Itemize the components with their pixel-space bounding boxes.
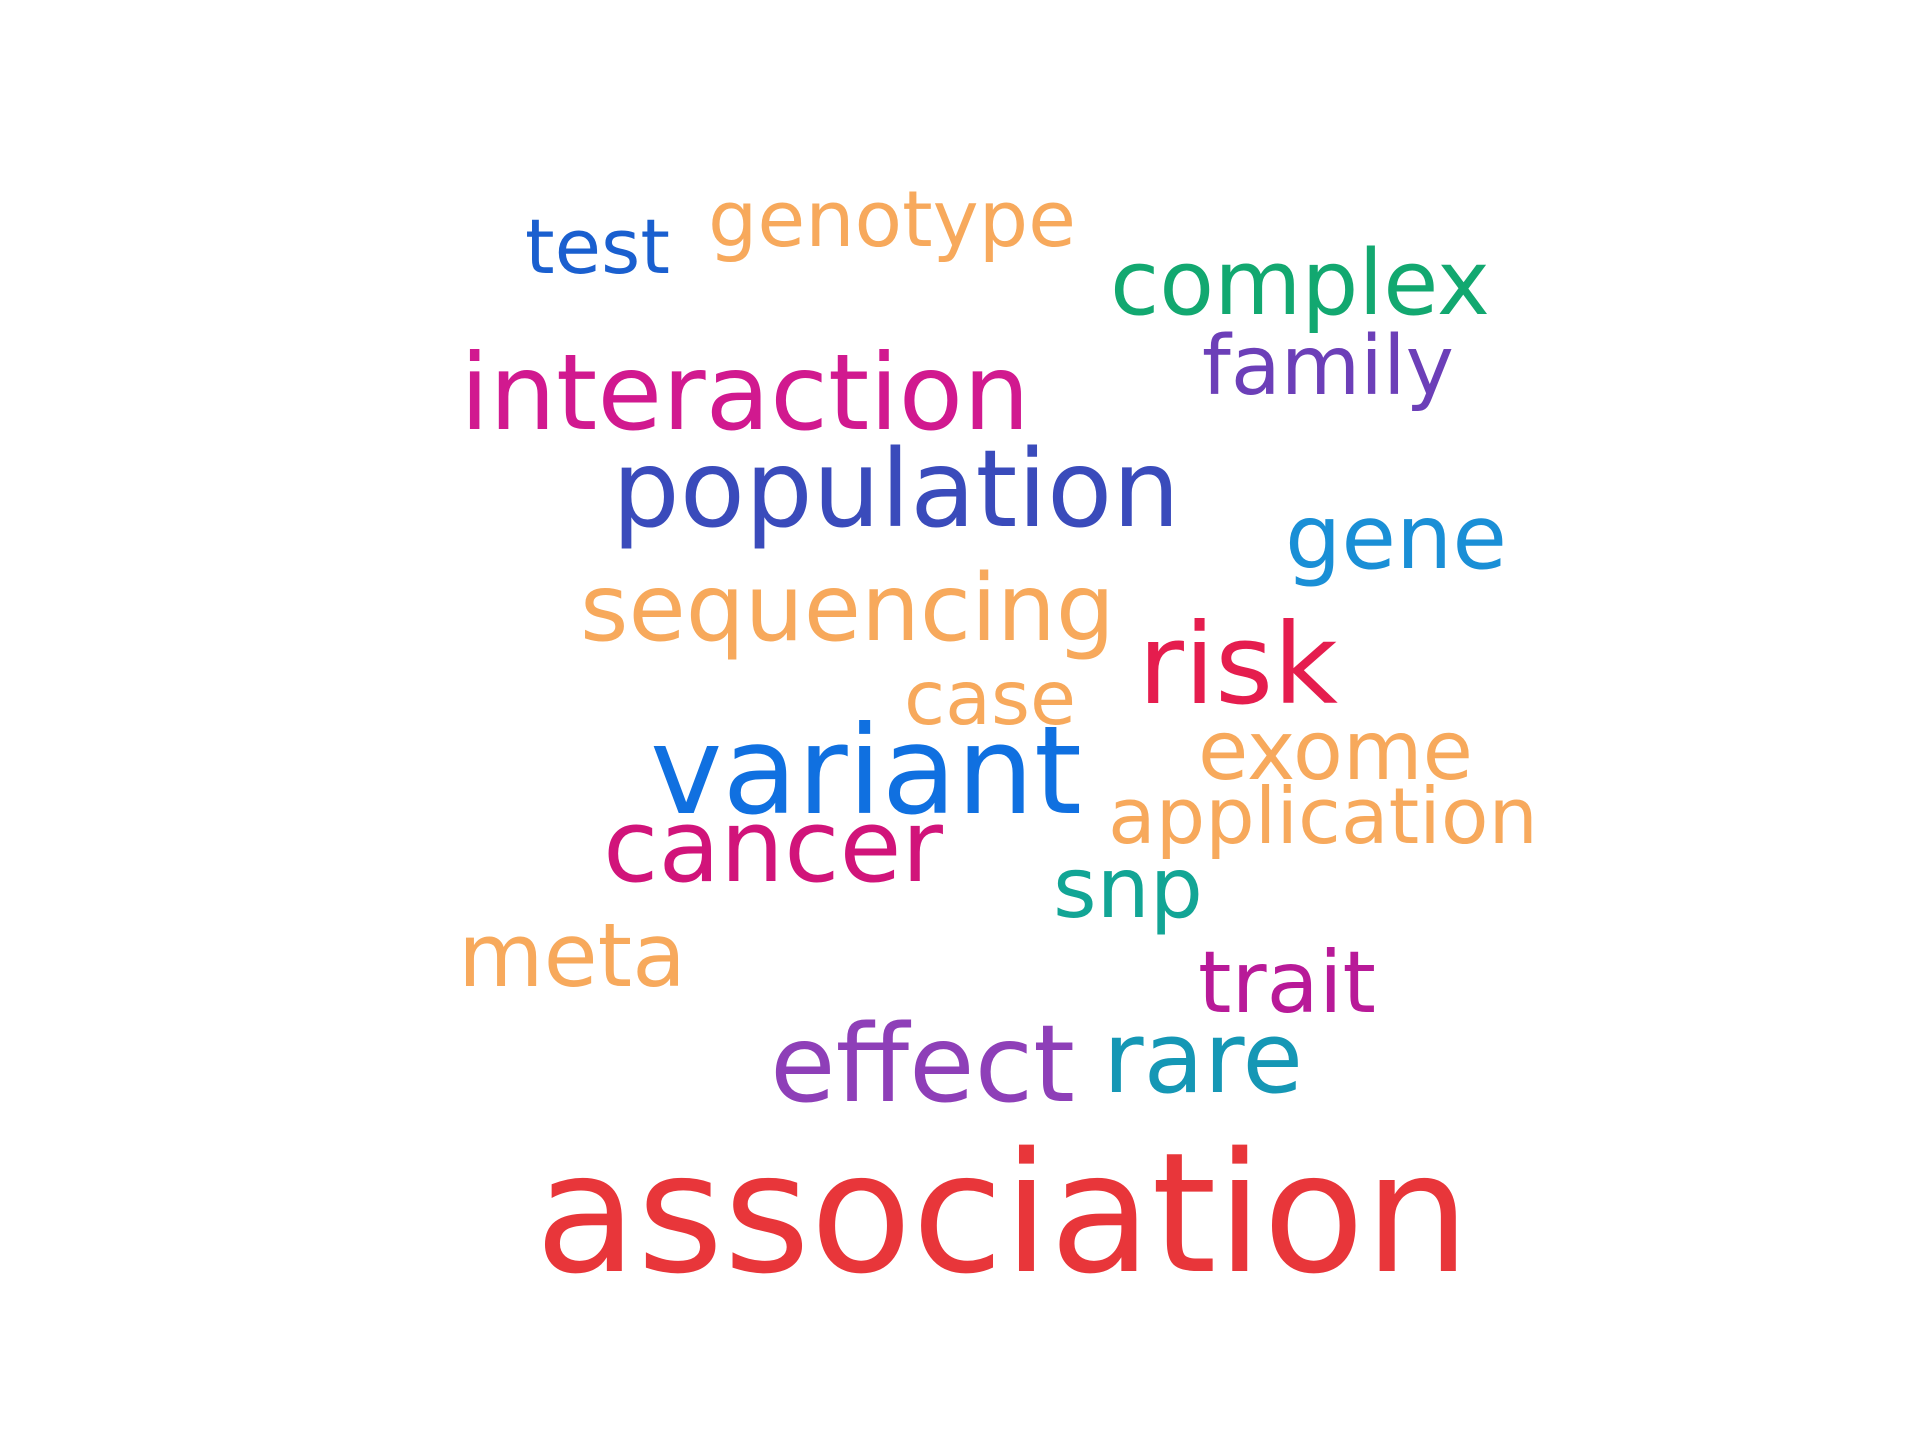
word-sequencing: sequencing: [580, 554, 1115, 663]
word-variant: variant: [650, 698, 1082, 842]
word-application: application: [1108, 772, 1538, 863]
word-exome: exome: [1198, 704, 1473, 800]
word-family: family: [1202, 319, 1454, 415]
word-meta: meta: [458, 903, 686, 1007]
word-trait: trait: [1198, 934, 1376, 1034]
word-test: test: [525, 203, 670, 292]
word-snp: snp: [1053, 838, 1203, 937]
word-interaction: interaction: [460, 330, 1030, 454]
word-population: population: [612, 427, 1180, 552]
word-genotype: genotype: [708, 175, 1076, 266]
word-effect: effect: [770, 1002, 1075, 1127]
word-association: association: [535, 1118, 1470, 1312]
word-risk: risk: [1138, 599, 1338, 730]
word-cancer: cancer: [603, 787, 943, 906]
word-gene: gene: [1285, 485, 1507, 589]
word-complex: complex: [1110, 232, 1490, 337]
word-case: case: [904, 654, 1076, 742]
word-rare: rare: [1103, 1001, 1303, 1117]
